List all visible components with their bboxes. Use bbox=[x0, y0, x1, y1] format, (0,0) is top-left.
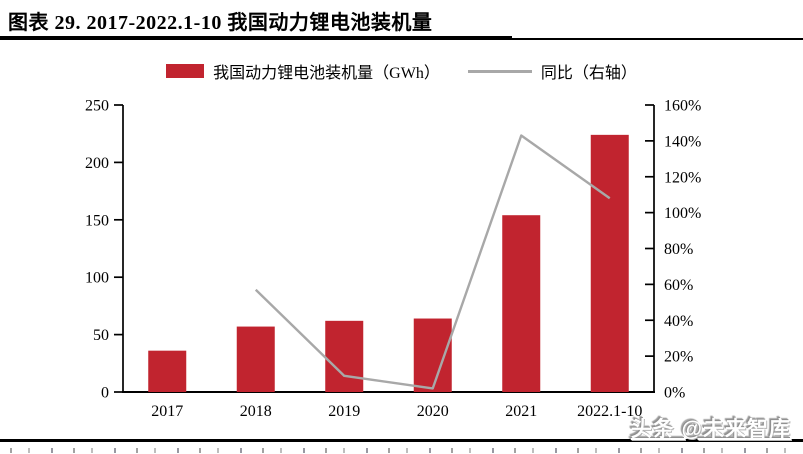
legend-label-installed-capacity: 我国动力锂电池装机量（GWh） bbox=[213, 65, 440, 82]
right-axis-tick-label: 120% bbox=[664, 169, 701, 186]
legend-item-yoy: 同比（右轴） bbox=[467, 59, 637, 83]
x-axis-label-2021: 2021 bbox=[505, 403, 537, 420]
left-axis-tick-label: 150 bbox=[85, 212, 109, 229]
right-axis-tick-label: 60% bbox=[664, 277, 693, 294]
bar-2019 bbox=[325, 320, 364, 392]
bar-2018 bbox=[236, 326, 275, 392]
x-axis-label-2020: 2020 bbox=[417, 403, 449, 420]
right-axis-tick-label: 80% bbox=[664, 241, 693, 258]
watermark: 头条 @未来智库 bbox=[630, 418, 791, 441]
right-axis-tick-label: 40% bbox=[664, 313, 693, 330]
right-axis-tick-label: 0% bbox=[664, 385, 685, 402]
right-axis-tick-label: 140% bbox=[664, 133, 701, 150]
bar-2022.1-10 bbox=[590, 134, 629, 392]
x-axis-label-2022.1-10: 2022.1-10 bbox=[577, 403, 642, 420]
right-axis-tick-label: 160% bbox=[664, 98, 701, 115]
battery-installs-combo-chart: 0 50 100 150 200 250 0% 20% 40% 60% 80% 100% 120% 140… bbox=[85, 98, 701, 421]
bar-2020 bbox=[413, 318, 452, 392]
legend-label-yoy: 同比（右轴） bbox=[540, 65, 637, 82]
left-axis-tick-label: 50 bbox=[93, 327, 109, 344]
right-axis-tick-label: 100% bbox=[664, 205, 701, 222]
left-axis-tick-label: 0 bbox=[101, 385, 109, 402]
figure-title: 图表 29. 2017-2022.1-10 我国动力锂电池装机量 bbox=[8, 12, 433, 34]
left-axis-tick-label: 250 bbox=[85, 98, 109, 115]
left-axis-tick-label: 100 bbox=[85, 270, 109, 287]
right-axis-tick-label: 20% bbox=[664, 349, 693, 366]
x-axis-label-2017: 2017 bbox=[151, 403, 183, 420]
yoy-line bbox=[254, 134, 611, 390]
line-series-swatch bbox=[467, 69, 532, 73]
bar-2017 bbox=[148, 350, 187, 392]
bottom-rule bbox=[0, 439, 803, 442]
legend-item-installed-capacity: 我国动力锂电池装机量（GWh） bbox=[166, 59, 440, 83]
left-axis-tick-label: 200 bbox=[85, 155, 109, 172]
bar-2021 bbox=[502, 215, 541, 392]
clipped-footnote-fragments bbox=[10, 448, 790, 453]
bar-series-swatch bbox=[166, 64, 205, 78]
chart-legend: 我国动力锂电池装机量（GWh） 同比（右轴） bbox=[0, 59, 803, 83]
x-axis-label-2018: 2018 bbox=[240, 403, 272, 420]
x-axis-label-2019: 2019 bbox=[328, 403, 360, 420]
title-rule-thick bbox=[0, 36, 512, 40]
